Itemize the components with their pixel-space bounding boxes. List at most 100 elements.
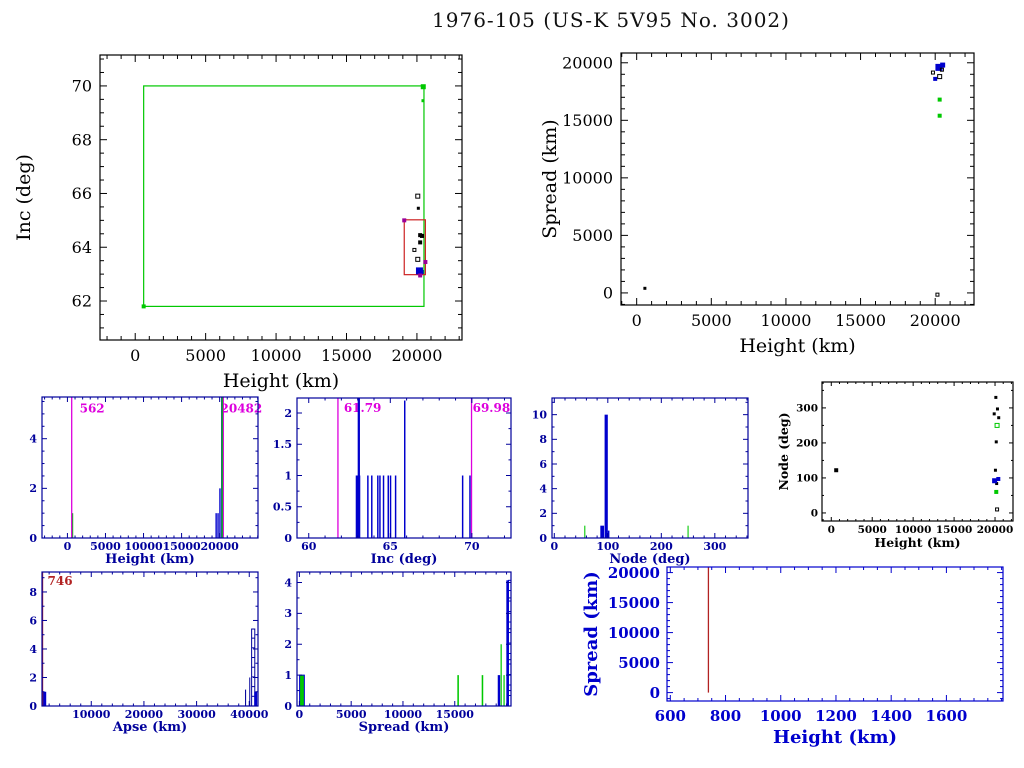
tick-label: 15000 bbox=[321, 346, 372, 365]
tick-label: 10000 bbox=[124, 540, 163, 553]
tick-label: 15000 bbox=[608, 594, 660, 612]
histogram-bar bbox=[382, 475, 385, 538]
tick-label: 0 bbox=[29, 532, 37, 545]
data-point bbox=[933, 76, 938, 81]
x-axis-label: Height (km) bbox=[874, 535, 960, 550]
data-point bbox=[419, 233, 424, 238]
data-point bbox=[997, 416, 1001, 420]
tick-label: 10000 bbox=[251, 346, 302, 365]
hist-spread: 0 5000 10000 15000 0 1 2 3 4 Spread (km) bbox=[284, 571, 512, 735]
data-point bbox=[993, 468, 997, 472]
tick-label: 5000 bbox=[618, 654, 660, 672]
tick-label: 20000 bbox=[125, 708, 164, 721]
data-point bbox=[994, 440, 998, 444]
data-point bbox=[415, 256, 421, 262]
tick-label: 0 bbox=[64, 540, 72, 553]
data-point bbox=[935, 63, 943, 71]
y-axis-label: Node (deg) bbox=[776, 412, 791, 490]
tick-label: 10000 bbox=[895, 524, 932, 536]
tick-label: 0 bbox=[550, 540, 558, 553]
tick-label: 5000 bbox=[691, 311, 732, 330]
data-point bbox=[995, 482, 999, 486]
data-point bbox=[834, 468, 839, 473]
tick-label: 0 bbox=[811, 508, 818, 520]
tick-label: 2 bbox=[539, 507, 547, 520]
tick-label: 62 bbox=[72, 292, 92, 311]
data-point bbox=[412, 247, 417, 252]
node-vs-height-frame bbox=[821, 381, 1014, 522]
tick-label: 70 bbox=[464, 540, 480, 553]
hist-apse: 746 10000 20000 30000 40000 0 2 4 6 8 Apse (km) bbox=[29, 571, 269, 735]
hist-node-frame bbox=[551, 397, 749, 539]
histogram-bar bbox=[469, 475, 471, 538]
x-axis-label: Height (km) bbox=[773, 727, 897, 748]
x-axis-label: Height (km) bbox=[739, 335, 855, 357]
tick-label: 0 bbox=[296, 708, 304, 721]
data-point bbox=[418, 240, 423, 245]
tick-label: 5000 bbox=[336, 708, 367, 721]
tick-label: 20000 bbox=[608, 564, 660, 582]
tick-label: 2 bbox=[284, 407, 292, 420]
annotation-label: 20482 bbox=[221, 402, 263, 416]
hist-spread-frame bbox=[296, 571, 512, 707]
tick-label: 2 bbox=[29, 671, 37, 684]
data-point bbox=[995, 507, 1000, 512]
tick-label: 300 bbox=[703, 540, 726, 553]
annotation-label: 746 bbox=[48, 574, 73, 588]
data-point bbox=[423, 260, 428, 265]
x-axis-label: Node (deg) bbox=[609, 552, 690, 567]
data-point bbox=[996, 476, 1001, 481]
histogram-bar bbox=[71, 513, 74, 538]
y-axis-label: Spread (km) bbox=[539, 119, 561, 238]
data-point bbox=[416, 206, 420, 210]
tick-label: 0 bbox=[650, 684, 660, 702]
tick-label: 10000 bbox=[72, 708, 111, 721]
tick-label: 10 bbox=[532, 409, 548, 422]
spread-vs-height-frame bbox=[620, 52, 975, 306]
histogram-bar bbox=[461, 475, 464, 538]
tick-label: 6 bbox=[29, 614, 37, 627]
histogram-bar bbox=[367, 475, 369, 538]
histogram-bar bbox=[503, 675, 505, 706]
tick-label: 200 bbox=[796, 438, 818, 450]
data-point bbox=[994, 395, 998, 399]
tick-label: 40000 bbox=[230, 708, 269, 721]
histogram-bar bbox=[245, 689, 247, 706]
tick-label: 100 bbox=[796, 473, 818, 485]
tick-label: 20000 bbox=[200, 540, 239, 553]
tick-label: 1 bbox=[284, 669, 292, 682]
annotation-label: 562 bbox=[80, 402, 105, 416]
hist-inc-frame bbox=[296, 397, 512, 539]
tick-label: 0 bbox=[828, 524, 835, 536]
data-point bbox=[930, 70, 935, 75]
tick-label: 65 bbox=[383, 540, 398, 553]
tick-label: 15000 bbox=[562, 111, 613, 130]
data-point bbox=[940, 62, 946, 68]
spread-vs-height-zoom: 600 800 1000 1200 1400 1600 0 5000 10000 15000 200… bbox=[581, 564, 1004, 748]
histogram-bar bbox=[299, 675, 305, 706]
tick-label: 5000 bbox=[858, 524, 887, 536]
tick-label: 2 bbox=[29, 482, 37, 495]
limit-rect bbox=[143, 85, 425, 307]
tick-label: 5000 bbox=[90, 540, 121, 553]
tick-label: 20000 bbox=[562, 53, 613, 72]
histogram-bar bbox=[584, 525, 586, 538]
x-axis-label: Height (km) bbox=[105, 552, 195, 567]
annotation-label: 69.98 bbox=[473, 401, 511, 415]
histogram-bar bbox=[600, 525, 605, 538]
data-point bbox=[643, 286, 647, 290]
tick-label: 1 bbox=[284, 469, 292, 482]
data-point bbox=[415, 267, 423, 275]
tick-label: 100 bbox=[596, 540, 619, 553]
tick-label: 1200 bbox=[815, 707, 857, 725]
hist-inc: 61.79 69.98 60 65 70 0 0.5 1 1.5 2 Inc (deg) bbox=[273, 397, 512, 567]
histogram-bar bbox=[687, 525, 689, 538]
hist-height-frame bbox=[41, 396, 259, 539]
tick-label: 66 bbox=[72, 184, 92, 203]
tick-label: 4 bbox=[29, 433, 37, 446]
hist-height: 562 20482 0 5000 10000 15000 20000 0 2 4 Height (k… bbox=[29, 396, 263, 567]
tick-label: 200 bbox=[650, 540, 673, 553]
inc-vs-height: 0 5000 10000 15000 20000 62 64 66 68 70 Height (km… bbox=[13, 54, 463, 392]
tick-label: 0 bbox=[284, 700, 292, 713]
data-point bbox=[421, 99, 425, 103]
